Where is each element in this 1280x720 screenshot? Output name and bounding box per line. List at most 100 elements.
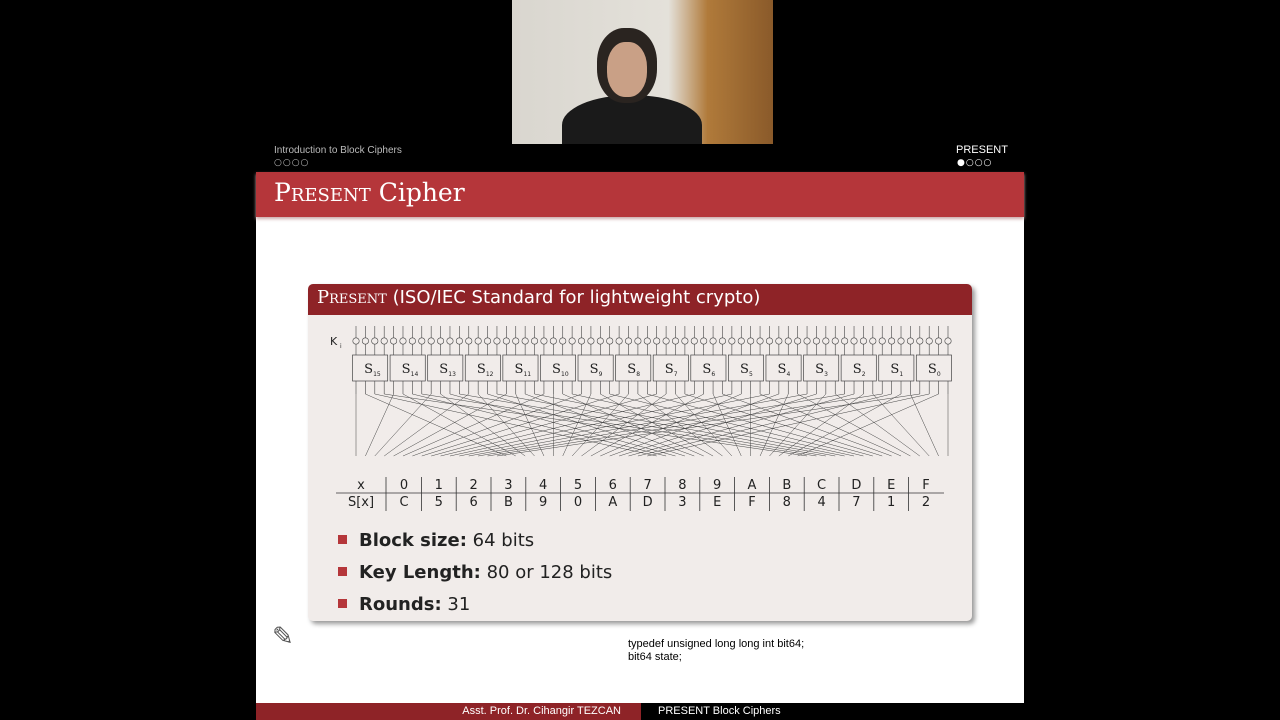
sbox-index: 2 [862, 371, 866, 378]
xor-icon [408, 337, 416, 345]
table-sx-E: 1 [887, 495, 895, 510]
permutation-wire [496, 393, 836, 457]
table-sx-5: 0 [574, 495, 582, 510]
sbox-label: S [890, 362, 899, 377]
xor-icon [484, 337, 492, 345]
xor-icon [390, 337, 398, 345]
table-x-9: 9 [713, 478, 721, 493]
sbox-label: S [928, 362, 937, 377]
footer: Asst. Prof. Dr. Cihangir TEZCAN PRESENT … [256, 703, 1024, 720]
bullet-block-size: Block size: 64 bits [338, 530, 534, 551]
table-x-D: D [851, 478, 861, 493]
permutation-wire [365, 393, 394, 457]
permutation-wire [365, 393, 507, 457]
sbox-index: 15 [373, 371, 381, 378]
table-sx-2: 6 [469, 495, 477, 510]
block-title: Present (ISO/IEC Standard for lightweigh… [308, 284, 972, 315]
xor-icon [916, 337, 924, 345]
permutation-wire [647, 393, 873, 457]
table-x-C: C [817, 478, 826, 493]
xor-icon [775, 337, 783, 345]
slide-title-bar: Present Cipher [256, 172, 1024, 217]
table-sx-1: 5 [435, 495, 443, 510]
xor-icon [427, 337, 435, 345]
sbox-index: 8 [636, 371, 640, 378]
xor-icon [559, 337, 567, 345]
xor-icon [380, 337, 388, 345]
sbox-label: S [477, 362, 486, 377]
xor-icon [690, 337, 698, 345]
sbox-index: 7 [674, 371, 678, 378]
code-annotation[interactable]: typedef unsigned long long int bit64; bit… [628, 638, 805, 663]
slide-title: Present Cipher [274, 178, 465, 207]
permutation-wire [431, 393, 657, 457]
sbox-label: S [702, 362, 711, 377]
xor-icon [455, 337, 463, 345]
sbox-index: 6 [711, 371, 715, 378]
xor-icon [700, 337, 708, 345]
permutation-wire [759, 393, 902, 457]
xor-icon [831, 337, 839, 345]
bullet-rounds: Rounds: 31 [338, 594, 470, 615]
sbox-index: 13 [448, 371, 456, 378]
xor-icon [352, 337, 360, 345]
permutation-wire [384, 393, 469, 457]
permutation-wire [402, 393, 545, 457]
xor-icon [437, 337, 445, 345]
xor-icon [935, 337, 943, 345]
sbox-label: S [778, 362, 787, 377]
xor-icon [944, 337, 952, 345]
permutation-wire [788, 393, 902, 457]
table-x-5: 5 [574, 478, 582, 493]
table-sx-6: A [608, 495, 617, 510]
permutation-wire [600, 393, 742, 457]
sbox-index: 12 [486, 371, 494, 378]
table-sx-9: E [713, 495, 721, 510]
xor-icon [812, 337, 820, 345]
permutation-wire [872, 393, 930, 457]
sbox-2 [840, 354, 877, 382]
table-sx-8: 3 [678, 495, 686, 510]
xor-icon [906, 337, 914, 345]
permutation-wire [609, 393, 779, 457]
xor-icon [512, 337, 520, 345]
xor-icon [671, 337, 679, 345]
permutation-wire [384, 393, 808, 457]
sbox-label: S [590, 362, 599, 377]
nav-section[interactable]: Introduction to Block Ciphers [274, 145, 402, 156]
xor-icon [578, 337, 586, 345]
table-x-8: 8 [678, 478, 686, 493]
sbox-index: 9 [599, 371, 603, 378]
xor-icon [474, 337, 482, 345]
permutation-wire [835, 393, 920, 457]
permutation-wire [572, 393, 855, 457]
sbox-1 [878, 354, 915, 382]
xor-icon [653, 337, 661, 345]
sbox-13 [427, 354, 464, 382]
xor-icon [794, 337, 802, 345]
nav-subsection-dots[interactable]: ●○○○ [957, 158, 993, 168]
permutation-wire [496, 393, 920, 457]
sbox-0 [915, 354, 952, 382]
webcam-video [512, 0, 773, 144]
table-sx-F: 2 [922, 495, 930, 510]
sbox-8 [615, 354, 652, 382]
table-sx-3: B [504, 495, 513, 510]
xor-icon [625, 337, 633, 345]
xor-icon [728, 337, 736, 345]
sbox-12 [464, 354, 501, 382]
permutation-wire [402, 393, 516, 457]
xor-icon [587, 337, 595, 345]
xor-icon [737, 337, 745, 345]
sbox-index: 11 [523, 371, 531, 378]
xor-icon [615, 337, 623, 345]
table-sx-4: 9 [539, 495, 547, 510]
nav-section-dots[interactable]: ○○○○ [274, 158, 310, 168]
nav-subsection[interactable]: PRESENT [956, 144, 1008, 156]
xor-icon [371, 337, 379, 345]
xor-icon [634, 337, 642, 345]
xor-icon [493, 337, 501, 345]
table-x-F: F [922, 478, 929, 493]
xor-icon [465, 337, 473, 345]
